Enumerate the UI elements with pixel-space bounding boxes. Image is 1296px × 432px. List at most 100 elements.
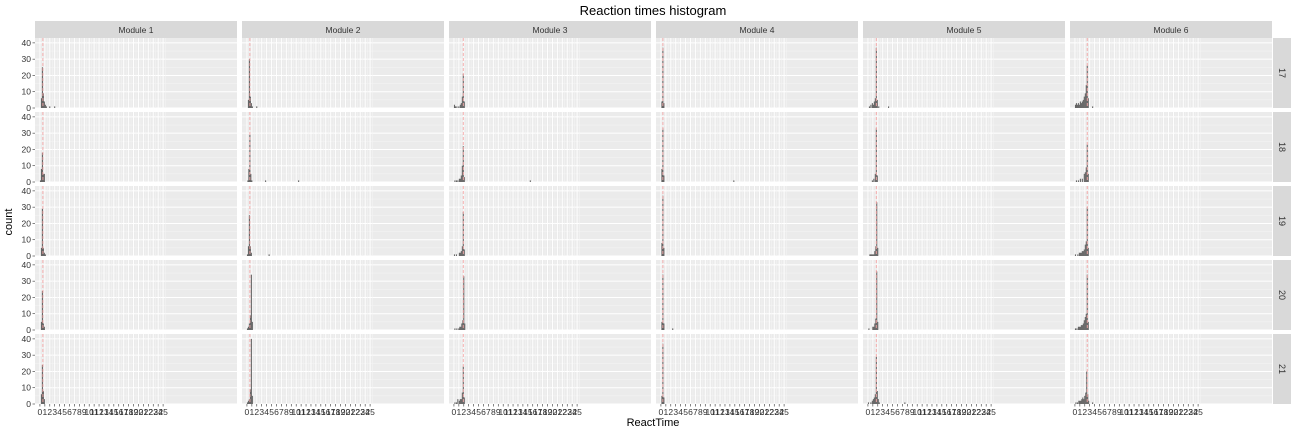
- x-tick-label: 3: [1087, 407, 1092, 417]
- histogram-bar: [1084, 395, 1086, 404]
- histogram-bar: [870, 254, 872, 256]
- x-tick-label: 7: [693, 407, 698, 417]
- x-tick-label: 6: [481, 407, 486, 417]
- histogram-bar: [663, 175, 665, 182]
- histogram-bar: [870, 402, 872, 404]
- y-tick-label: 0: [26, 399, 31, 409]
- x-tick-label: 2: [461, 407, 466, 417]
- x-tick-label: 12: [94, 407, 104, 417]
- x-tick-label: 3: [259, 407, 264, 417]
- x-tick-label: 23: [149, 407, 159, 417]
- x-tick-label: 10: [705, 407, 715, 417]
- histogram-bar: [454, 106, 456, 108]
- histogram-bar: [873, 101, 875, 108]
- histogram-bar: [456, 106, 458, 108]
- x-tick-label: 17: [740, 407, 750, 417]
- chart-title: Reaction times histogram: [580, 3, 727, 18]
- x-tick-label: 1: [870, 407, 875, 417]
- x-tick-label: 22: [351, 407, 361, 417]
- x-tick-label: 15: [1144, 407, 1154, 417]
- x-tick-label: 21: [967, 407, 977, 417]
- histogram-bar: [868, 328, 870, 330]
- x-tick-label: 18: [745, 407, 755, 417]
- facet-panels: Module 1 Module 2 Module 3 Module 4 Module 5…: [22, 21, 1291, 417]
- histogram-bar: [1083, 173, 1085, 182]
- histogram-bar: [455, 180, 457, 182]
- histogram-bar: [876, 175, 878, 182]
- x-tick-label: 13: [927, 407, 937, 417]
- histogram-bar: [41, 290, 43, 330]
- facet-strip-row-label: 19: [1277, 216, 1287, 226]
- x-tick-label: 8: [77, 407, 82, 417]
- histogram-bar: [248, 168, 250, 182]
- x-tick-label: 20: [755, 407, 765, 417]
- x-tick-label: 23: [563, 407, 573, 417]
- x-tick-label: 14: [311, 407, 321, 417]
- histogram-bar: [1080, 103, 1082, 108]
- y-tick-label: 20: [22, 144, 32, 154]
- x-tick-label: 5: [476, 407, 481, 417]
- histogram-bar: [878, 106, 880, 108]
- histogram-bar: [1078, 326, 1080, 330]
- histogram-bar: [250, 173, 252, 182]
- x-tick-label: 11: [1125, 407, 1134, 417]
- histogram-bar: [44, 254, 46, 256]
- histogram-bar: [1080, 325, 1082, 330]
- x-tick-label: 0: [452, 407, 457, 417]
- x-tick-label: 10: [1119, 407, 1129, 417]
- histogram-bar: [461, 96, 463, 108]
- histogram-bar: [662, 343, 664, 404]
- x-tick-label: 2: [47, 407, 52, 417]
- x-tick-label: 12: [508, 407, 518, 417]
- histogram-bar: [661, 242, 663, 256]
- x-tick-label: 22: [1179, 407, 1189, 417]
- x-tick-label: 8: [698, 407, 703, 417]
- histogram-bar: [1082, 99, 1084, 108]
- histogram-bar: [1077, 326, 1079, 330]
- histogram-bar: [873, 178, 875, 182]
- histogram-bar: [661, 101, 663, 108]
- x-tick-label: 7: [1107, 407, 1112, 417]
- histogram-bar: [873, 254, 875, 256]
- y-tick-label: 0: [26, 103, 31, 113]
- facet-strip-row-label: 21: [1277, 364, 1287, 374]
- histogram-bar: [875, 318, 877, 330]
- histogram-bar: [1077, 254, 1079, 256]
- y-tick-label: 10: [22, 87, 32, 97]
- x-tick-label: 8: [905, 407, 910, 417]
- histogram-bar: [453, 104, 455, 108]
- histogram-bar: [44, 104, 46, 108]
- histogram-bar: [247, 246, 249, 256]
- histogram-bar: [248, 215, 250, 256]
- y-tick-label: 40: [22, 260, 32, 270]
- histogram-bar: [43, 399, 45, 404]
- x-tick-label: 11: [918, 407, 927, 417]
- histogram-bar: [1075, 180, 1077, 182]
- x-tick-label: 9: [1117, 407, 1122, 417]
- histogram-bar: [1083, 399, 1085, 404]
- x-tick-label: 21: [346, 407, 356, 417]
- x-tick-label: 22: [972, 407, 982, 417]
- y-tick-label: 0: [26, 325, 31, 335]
- histogram-bar: [872, 326, 874, 330]
- x-tick-label: 7: [486, 407, 491, 417]
- x-tick-label: 15: [109, 407, 119, 417]
- x-tick-label: 24: [360, 407, 370, 417]
- histogram-bar: [874, 251, 876, 256]
- x-tick-label: 3: [880, 407, 885, 417]
- histogram-bar: [662, 195, 664, 256]
- histogram-bar: [1077, 103, 1079, 108]
- histogram-bar: [256, 106, 258, 108]
- x-tick-label: 7: [72, 407, 77, 417]
- x-tick-label: 3: [52, 407, 57, 417]
- y-tick-label: 40: [22, 186, 32, 196]
- y-tick-label: 30: [22, 128, 32, 138]
- x-tick-label: 24: [1188, 407, 1198, 417]
- histogram-bar: [454, 180, 456, 182]
- histogram-bar: [869, 254, 871, 256]
- histogram-bar: [663, 323, 665, 330]
- x-tick-label: 20: [341, 407, 351, 417]
- histogram-bar: [464, 323, 466, 330]
- y-tick-label: 30: [22, 202, 32, 212]
- histogram-bar: [1080, 400, 1082, 404]
